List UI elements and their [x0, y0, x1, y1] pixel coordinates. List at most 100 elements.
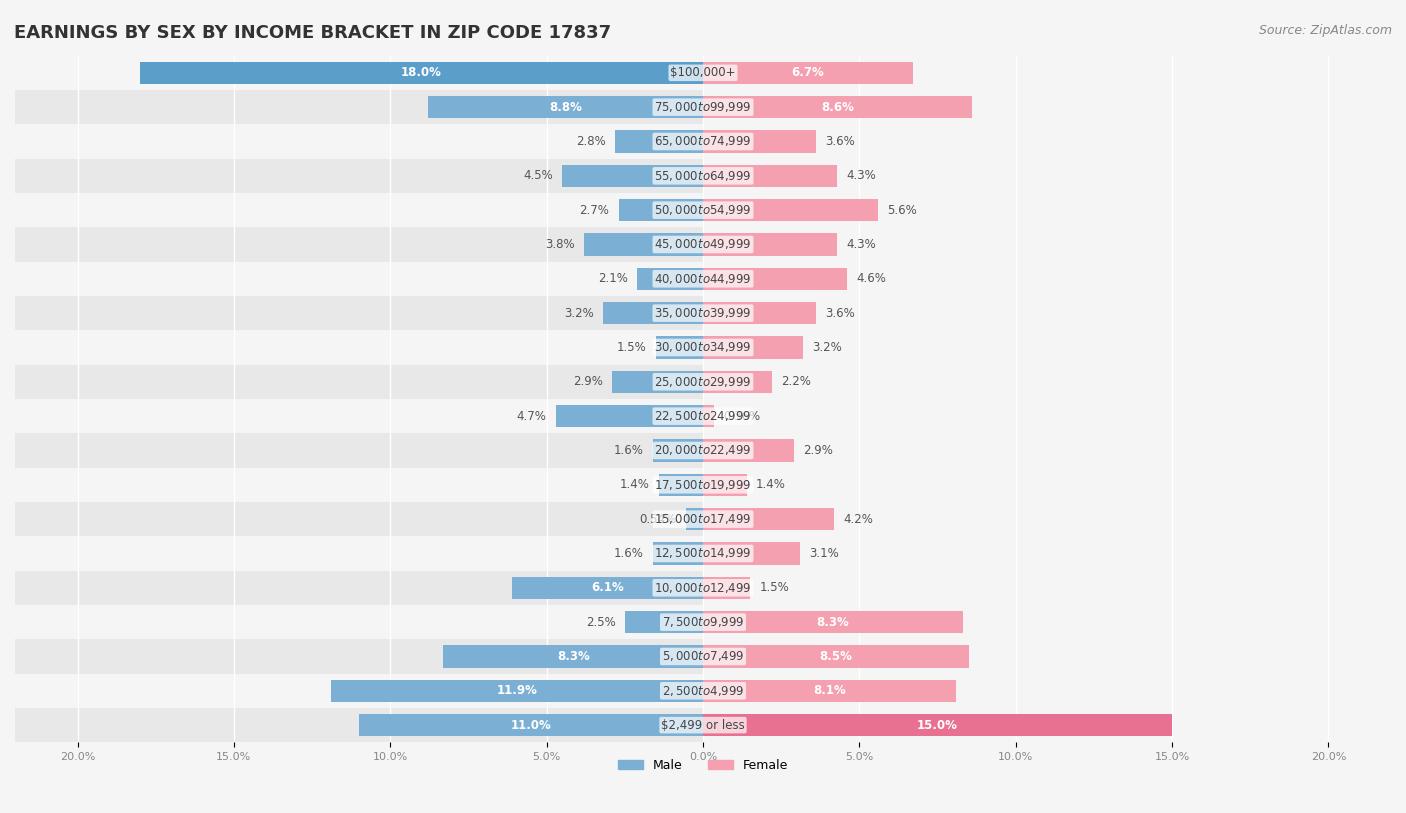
Text: EARNINGS BY SEX BY INCOME BRACKET IN ZIP CODE 17837: EARNINGS BY SEX BY INCOME BRACKET IN ZIP…: [14, 24, 612, 42]
Text: 0.54%: 0.54%: [640, 513, 676, 526]
Bar: [703, 439, 794, 462]
Bar: [703, 165, 838, 187]
Bar: [624, 611, 703, 633]
Bar: [703, 714, 1173, 737]
Text: 8.1%: 8.1%: [813, 685, 846, 698]
Bar: [427, 96, 703, 119]
Text: 8.3%: 8.3%: [557, 650, 589, 663]
Bar: [703, 337, 803, 359]
Text: 2.8%: 2.8%: [576, 135, 606, 148]
Text: $12,500 to $14,999: $12,500 to $14,999: [654, 546, 752, 560]
Bar: [0, 537, 703, 571]
Text: 2.5%: 2.5%: [586, 615, 616, 628]
Bar: [703, 233, 838, 255]
Bar: [0, 467, 703, 502]
Text: $45,000 to $49,999: $45,000 to $49,999: [654, 237, 752, 251]
Bar: [359, 714, 703, 737]
Text: 11.9%: 11.9%: [496, 685, 537, 698]
Bar: [703, 576, 749, 599]
Bar: [0, 296, 703, 330]
Bar: [0, 639, 703, 674]
Text: $5,000 to $7,499: $5,000 to $7,499: [662, 650, 744, 663]
Text: 1.5%: 1.5%: [617, 341, 647, 354]
Text: 6.1%: 6.1%: [592, 581, 624, 594]
Text: $10,000 to $12,499: $10,000 to $12,499: [654, 580, 752, 595]
Text: 11.0%: 11.0%: [510, 719, 551, 732]
Bar: [562, 165, 703, 187]
Bar: [703, 474, 747, 496]
Text: 3.1%: 3.1%: [810, 547, 839, 560]
Bar: [0, 605, 703, 639]
Bar: [703, 542, 800, 565]
Legend: Male, Female: Male, Female: [613, 754, 793, 777]
Bar: [330, 680, 703, 702]
Text: $20,000 to $22,499: $20,000 to $22,499: [654, 443, 752, 458]
Bar: [0, 708, 703, 742]
Text: $55,000 to $64,999: $55,000 to $64,999: [654, 169, 752, 183]
Text: 4.3%: 4.3%: [846, 169, 876, 182]
Bar: [0, 571, 703, 605]
Text: 2.1%: 2.1%: [598, 272, 628, 285]
Bar: [703, 680, 956, 702]
Text: 18.0%: 18.0%: [401, 67, 441, 80]
Text: 1.4%: 1.4%: [756, 478, 786, 491]
Text: $75,000 to $99,999: $75,000 to $99,999: [654, 100, 752, 114]
Bar: [703, 646, 969, 667]
Text: 1.6%: 1.6%: [613, 444, 644, 457]
Text: $100,000+: $100,000+: [671, 67, 735, 80]
Bar: [603, 302, 703, 324]
Bar: [0, 674, 703, 708]
Bar: [0, 193, 703, 228]
Bar: [703, 302, 815, 324]
Bar: [703, 405, 714, 428]
Text: 3.2%: 3.2%: [564, 307, 593, 320]
Text: 8.8%: 8.8%: [548, 101, 582, 114]
Text: 3.8%: 3.8%: [546, 238, 575, 251]
Bar: [652, 542, 703, 565]
Text: 8.6%: 8.6%: [821, 101, 853, 114]
Bar: [616, 130, 703, 153]
Bar: [703, 96, 972, 119]
Text: 1.6%: 1.6%: [613, 547, 644, 560]
Text: 2.9%: 2.9%: [574, 376, 603, 389]
Text: 2.2%: 2.2%: [782, 376, 811, 389]
Text: $22,500 to $24,999: $22,500 to $24,999: [654, 409, 752, 423]
Bar: [0, 502, 703, 537]
Text: 4.2%: 4.2%: [844, 513, 873, 526]
Text: 2.7%: 2.7%: [579, 203, 609, 216]
Text: 5.6%: 5.6%: [887, 203, 917, 216]
Bar: [0, 90, 703, 124]
Text: 1.5%: 1.5%: [759, 581, 789, 594]
Bar: [0, 433, 703, 467]
Bar: [0, 262, 703, 296]
Text: $40,000 to $44,999: $40,000 to $44,999: [654, 272, 752, 286]
Bar: [637, 267, 703, 290]
Text: 4.6%: 4.6%: [856, 272, 886, 285]
Bar: [619, 199, 703, 221]
Text: $2,499 or less: $2,499 or less: [661, 719, 745, 732]
Bar: [0, 124, 703, 159]
Text: $2,500 to $4,999: $2,500 to $4,999: [662, 684, 744, 698]
Text: 8.5%: 8.5%: [820, 650, 852, 663]
Text: Source: ZipAtlas.com: Source: ZipAtlas.com: [1258, 24, 1392, 37]
Bar: [512, 576, 703, 599]
Text: 1.4%: 1.4%: [620, 478, 650, 491]
Text: 15.0%: 15.0%: [917, 719, 957, 732]
Bar: [703, 199, 879, 221]
Text: $30,000 to $34,999: $30,000 to $34,999: [654, 341, 752, 354]
Text: $17,500 to $19,999: $17,500 to $19,999: [654, 478, 752, 492]
Bar: [703, 130, 815, 153]
Bar: [0, 159, 703, 193]
Text: $65,000 to $74,999: $65,000 to $74,999: [654, 134, 752, 149]
Text: 6.7%: 6.7%: [792, 67, 824, 80]
Text: 4.7%: 4.7%: [517, 410, 547, 423]
Bar: [0, 365, 703, 399]
Bar: [659, 474, 703, 496]
Text: $35,000 to $39,999: $35,000 to $39,999: [654, 307, 752, 320]
Text: 3.2%: 3.2%: [813, 341, 842, 354]
Bar: [703, 508, 834, 530]
Bar: [686, 508, 703, 530]
Text: 8.3%: 8.3%: [817, 615, 849, 628]
Text: 3.6%: 3.6%: [825, 135, 855, 148]
Bar: [703, 62, 912, 84]
